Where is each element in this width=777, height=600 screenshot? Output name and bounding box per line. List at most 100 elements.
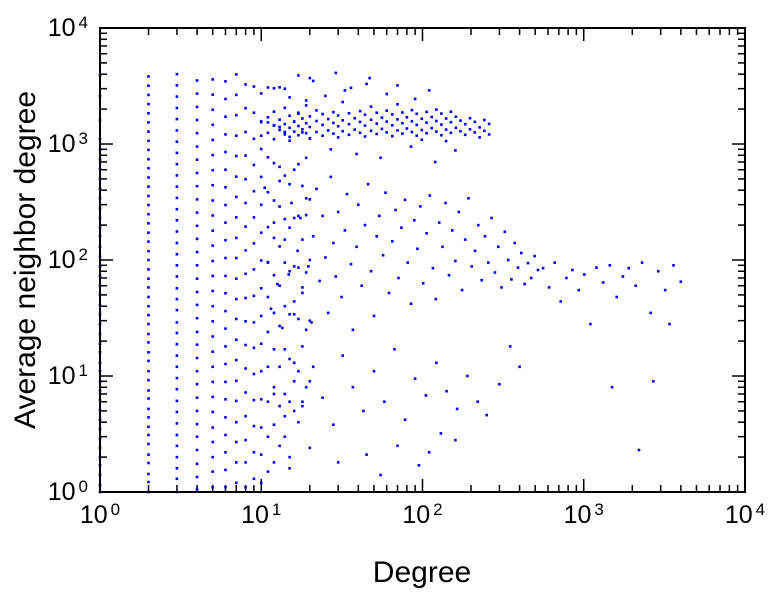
scatter-point — [175, 422, 179, 425]
scatter-point — [425, 110, 428, 114]
scatter-point — [435, 130, 438, 133]
scatter-points — [98, 71, 683, 494]
scatter-point — [147, 222, 150, 225]
scatter-point — [668, 322, 671, 326]
scatter-point — [147, 332, 150, 336]
scatter-point — [211, 78, 214, 81]
scatter-point — [288, 126, 291, 130]
scatter-point — [224, 238, 227, 242]
scatter-point — [272, 124, 276, 127]
scatter-point — [259, 287, 263, 290]
scatter-point — [195, 396, 199, 399]
scatter-point — [435, 119, 438, 123]
scatter-point — [332, 121, 335, 125]
scatter-point — [252, 85, 256, 88]
scatter-point — [583, 273, 586, 276]
scatter-point — [385, 92, 388, 96]
scatter-point — [435, 108, 438, 111]
scatter-point — [175, 196, 179, 200]
scatter-point — [244, 461, 247, 464]
scatter-point — [336, 210, 340, 214]
scatter-point — [297, 420, 300, 424]
scatter-point — [343, 229, 347, 232]
y-tick-label: 10 0 — [47, 477, 88, 506]
scatter-point — [292, 168, 296, 171]
scatter-point — [301, 131, 304, 134]
scatter-point — [288, 400, 291, 403]
scatter-point — [341, 354, 344, 357]
scatter-point — [259, 314, 263, 318]
scatter-point — [235, 481, 238, 485]
scatter-point — [259, 453, 263, 456]
scatter-point — [332, 241, 335, 245]
scatter-point — [195, 224, 199, 228]
scatter-point — [211, 350, 214, 353]
scatter-point — [288, 182, 291, 186]
scatter-point — [175, 106, 179, 110]
scatter-point — [244, 367, 247, 370]
scatter-point — [304, 213, 308, 217]
scatter-point — [195, 488, 199, 491]
scatter-point — [440, 112, 443, 115]
scatter-point — [175, 129, 179, 132]
scatter-point — [424, 394, 428, 397]
scatter-point — [278, 179, 281, 183]
scatter-point — [278, 284, 281, 287]
scatter-point — [380, 116, 384, 119]
scatter-point — [195, 105, 199, 109]
scatter-point — [435, 361, 438, 365]
scatter-point — [413, 219, 416, 222]
scatter-point — [195, 145, 199, 148]
scatter-point — [315, 109, 318, 112]
scatter-point — [147, 313, 150, 317]
scatter-point — [340, 295, 343, 299]
scatter-point — [301, 345, 304, 348]
x-tick-label: 10 0 — [79, 500, 121, 529]
scatter-point — [195, 409, 199, 413]
scatter-point — [396, 118, 399, 121]
scatter-point — [195, 290, 199, 294]
scatter-point — [441, 245, 444, 249]
scatter-point — [553, 261, 556, 264]
scatter-point — [308, 137, 312, 140]
scatter-point — [513, 241, 516, 245]
scatter-point — [355, 245, 358, 249]
x-axis-label: Degree — [372, 556, 472, 589]
scatter-point — [211, 426, 214, 429]
scatter-point — [224, 133, 227, 136]
scatter-point — [244, 106, 247, 110]
scatter-point — [292, 130, 296, 133]
scatter-point — [301, 286, 304, 289]
scatter-point — [224, 150, 227, 154]
scatter-point — [311, 79, 315, 83]
scatter-point — [259, 175, 263, 179]
scatter-point — [409, 302, 413, 305]
scatter-point — [347, 122, 351, 126]
scatter-point — [445, 389, 448, 393]
scatter-point — [147, 277, 150, 280]
scatter-point — [470, 265, 473, 268]
scatter-point — [211, 123, 214, 127]
scatter-point — [321, 396, 324, 399]
scatter-point — [195, 462, 199, 466]
scatter-point — [244, 201, 247, 205]
scatter-point — [272, 87, 276, 90]
scatter-point — [358, 131, 362, 135]
scatter-point — [224, 203, 227, 207]
scatter-point — [195, 79, 199, 82]
scatter-point — [304, 131, 308, 135]
scatter-point — [523, 282, 526, 286]
scatter-point — [321, 134, 324, 137]
scatter-point — [476, 400, 479, 403]
scatter-point — [329, 175, 333, 179]
scatter-point — [403, 198, 407, 202]
scatter-point — [610, 385, 614, 389]
scatter-point — [427, 89, 431, 92]
scatter-point — [383, 400, 386, 403]
scatter-point — [454, 259, 457, 263]
scatter-point — [195, 303, 199, 307]
scatter-point — [175, 241, 179, 245]
scatter-point — [483, 118, 486, 122]
scatter-point — [175, 342, 179, 346]
